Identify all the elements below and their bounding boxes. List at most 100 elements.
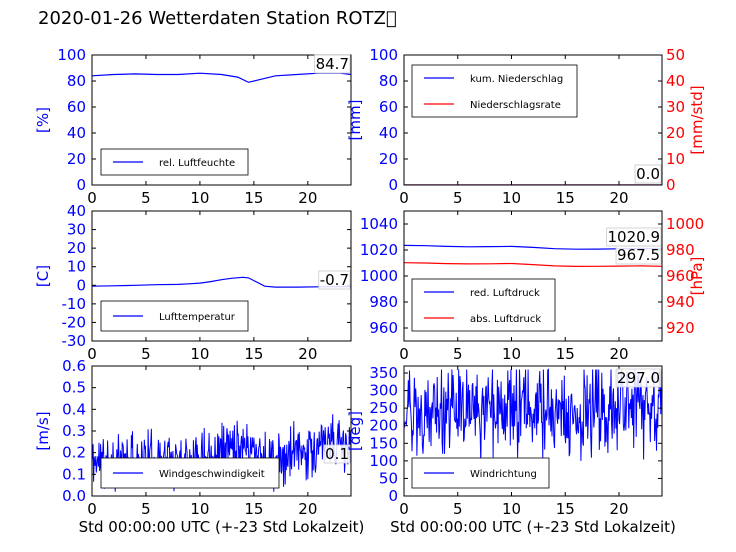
last-value-pressure: 967.5 (617, 246, 660, 264)
x-tick-label: 10 (502, 189, 521, 207)
y-axis-label-humidity: [%] (34, 107, 52, 133)
y-tick-label: 0.5 (62, 379, 86, 397)
y-right-tick-label: 40 (666, 72, 685, 90)
y-tick-label: 100 (369, 46, 398, 64)
x-tick-label: 5 (453, 189, 463, 207)
last-value-box (314, 54, 351, 74)
y-tick-label: 0.0 (62, 487, 86, 505)
y-tick-label: 0.2 (62, 444, 86, 462)
y-axis-label-temperature: [C] (34, 265, 52, 287)
last-value-box (615, 245, 662, 265)
legend-windspeed: Windgeschwindigkeit (100, 457, 280, 489)
y-right-tick-label: 980 (666, 241, 695, 259)
y-tick-label: 60 (379, 98, 398, 116)
x-tick-label: 20 (298, 189, 317, 207)
y-tick-label: -20 (62, 313, 87, 331)
series-line-humidity-0 (92, 72, 351, 83)
x-tick-label: 15 (244, 345, 263, 363)
y-tick-label: 300 (369, 382, 398, 400)
y-right-tick-label: 920 (666, 319, 695, 337)
y-tick-label: 20 (379, 150, 398, 168)
last-value-temperature: -0.7 (320, 271, 349, 289)
y-tick-label: 150 (369, 434, 398, 452)
x-tick-label: 15 (244, 500, 263, 518)
x-tick-label: 20 (609, 345, 628, 363)
y-tick-label: 40 (67, 124, 86, 142)
legend-box (411, 278, 556, 332)
y-tick-label: 1020 (360, 241, 398, 259)
y-tick-label: 350 (369, 364, 398, 382)
x-tick-label: 15 (556, 345, 575, 363)
x-tick-label: 0 (399, 189, 409, 207)
last-value-precipitation: 0.0 (636, 165, 660, 183)
x-tick-label: 20 (609, 189, 628, 207)
x-tick-label: 10 (190, 345, 209, 363)
y-tick-label: 60 (67, 98, 86, 116)
y-axis-label-winddirection: [deg] (346, 411, 364, 451)
series-line-temperature-0 (92, 276, 351, 288)
legend-box (411, 64, 578, 118)
legend-label: rel. Luftfeuchte (159, 158, 235, 169)
y-right-tick-label: 1000 (666, 215, 704, 233)
last-value-box (323, 444, 351, 464)
x-tick-label: 20 (298, 500, 317, 518)
x-tick-label: 0 (87, 345, 97, 363)
y-tick-label: 980 (369, 293, 398, 311)
legend-temperature: Lufttemperatur (100, 300, 249, 332)
legend-winddirection: Windrichtung (411, 457, 550, 489)
chart-temperature: 0 5 10 15 20-30-20-10010203040[C]Lufttempera… (34, 202, 352, 363)
plot-frame-humidity (91, 54, 352, 186)
x-tick-label: 0 (87, 500, 97, 518)
legend-label: kum. Niederschlag (470, 74, 563, 85)
x-tick-label: 0 (399, 500, 409, 518)
legend-humidity: rel. Luftfeuchte (100, 148, 249, 176)
page-title: 2020-01-26 Wetterdaten Station ROTZ  (38, 8, 397, 29)
y-right-tick-label: 940 (666, 293, 695, 311)
legend-label: red. Luftdruck (470, 288, 540, 299)
y-right-axis-label-precipitation: [mm/std] (688, 85, 706, 154)
x-tick-label: 10 (190, 189, 209, 207)
chart-winddirection: 0 5 10 15 20050100150200250300350[deg]Windri… (346, 364, 676, 536)
y-tick-label: 40 (67, 202, 86, 220)
y-tick-label: 40 (379, 124, 398, 142)
y-right-tick-label: 30 (666, 98, 685, 116)
y-right-tick-label: 50 (666, 46, 685, 64)
legend-label: Windrichtung (470, 469, 537, 480)
y-tick-label: 0.3 (62, 422, 86, 440)
chart-humidity: 0 5 10 15 20 0 20 40 60 80 100 [%] rel. Luftfeuchte 8… (34, 46, 352, 207)
x-tick-label: 15 (556, 500, 575, 518)
x-tick-label: 10 (190, 500, 209, 518)
y-tick-label: 0.4 (62, 400, 86, 418)
y-right-axis-label-pressure: [hPa] (688, 257, 706, 296)
chart-precipitation: 0 5 10 15 20 0 20 40 60 80 100 [mm] 0 10 20 30 40 50 [mm/s… (346, 46, 706, 207)
y-tick-label: -10 (62, 295, 87, 313)
series-line-pressure-1 (404, 262, 662, 268)
legend-label: Lufttemperatur (159, 312, 236, 323)
last-value-box (634, 164, 662, 184)
y-tick-label: 80 (67, 72, 86, 90)
legend-label: abs. Luftdruck (470, 314, 541, 325)
x-tick-label: 5 (453, 500, 463, 518)
x-tick-label: 5 (141, 345, 151, 363)
y-tick-label: 0.1 (62, 465, 86, 483)
y-tick-label: -30 (62, 332, 87, 350)
x-tick-label: 20 (298, 345, 317, 363)
x-tick-label: 10 (502, 345, 521, 363)
y-tick-label: 0 (76, 176, 86, 194)
y-tick-label: 100 (57, 46, 86, 64)
y-tick-label: 960 (369, 319, 398, 337)
series-line-winddirection-0 (404, 368, 662, 465)
y-right-tick-label: 20 (666, 124, 685, 142)
chart-pressure: 0 5 10 15 20 960 980 1000 1020 1040 920 940 960 980 10… (360, 210, 706, 363)
last-value-box (318, 270, 351, 290)
legend-precipitation: kum. Niederschlag Niederschlagsrate (411, 64, 578, 118)
x-tick-label: 5 (453, 345, 463, 363)
y-tick-label: 100 (369, 452, 398, 470)
chart-windspeed: 0 5 10 15 20 0.0 0.1 0.2 0.3 0.4 0.5 0.6 [m/s] Windge… (34, 357, 364, 536)
legend-label: Niederschlagsrate (470, 100, 561, 111)
y-tick-label: 80 (379, 72, 398, 90)
y-right-tick-label: 10 (666, 150, 685, 168)
y-tick-label: 0 (388, 176, 398, 194)
x-tick-label: 0 (399, 345, 409, 363)
